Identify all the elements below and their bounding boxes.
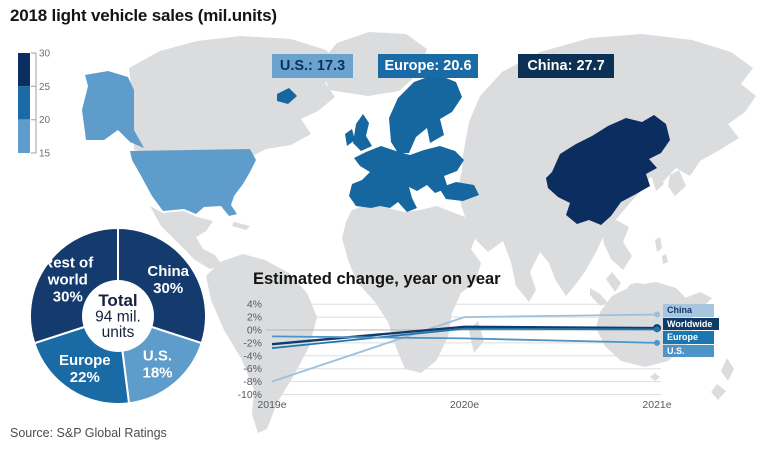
y-tick-label: -2% <box>243 337 262 349</box>
x-tick-label: 2020e <box>450 399 479 411</box>
pie-slice-label: U.S. 18% <box>142 347 172 381</box>
scale-bracket <box>31 52 37 154</box>
map-region-caribbean <box>232 222 250 230</box>
scale-segment <box>18 53 30 87</box>
series-line-u-s <box>271 335 658 344</box>
page-title: 2018 light vehicle sales (mil.units) <box>10 6 277 25</box>
map-region-ireland <box>345 129 355 146</box>
pie-slice-label: Rest of world 30% <box>42 255 94 306</box>
y-tick-label: 2% <box>247 312 262 324</box>
map-region-united-states <box>130 149 256 216</box>
legend-chip-worldwide: Worldwide <box>663 317 719 330</box>
map-region-scandinavia <box>389 74 462 153</box>
map-region-nz-north <box>721 358 734 381</box>
source-note: Source: S&P Global Ratings <box>10 426 167 440</box>
map-region-japan-south <box>668 170 686 196</box>
series-line-europe <box>271 327 658 349</box>
pie-chart: China 30% U.S. 18% Europe 22% Rest of world 30% T… <box>29 226 207 405</box>
line-chart-title: Estimated change, year on year <box>253 270 501 288</box>
scale-tick-label: 15 <box>39 149 51 160</box>
series-line-china <box>271 313 658 383</box>
legend-chip-china: China <box>663 304 714 317</box>
y-tick-label: 4% <box>247 299 262 311</box>
scale-segment <box>18 86 30 120</box>
map-region-china <box>546 115 670 225</box>
map-region-alaska <box>82 71 144 148</box>
pie-center-label: Total 94 mil. units <box>95 291 141 341</box>
y-tick-label: -6% <box>243 363 262 375</box>
map-region-nz-south <box>711 384 726 400</box>
x-tick-label: 2019e <box>257 399 286 411</box>
map-badge-europe: Europe: 20.6 <box>378 54 478 78</box>
map-region-mexico <box>150 206 222 269</box>
x-tick-label: 2021e <box>642 399 671 411</box>
series-line-worldwide <box>271 325 658 346</box>
map-region-korea <box>652 172 664 191</box>
scale-tick-label: 25 <box>39 82 51 93</box>
pie-center-hole <box>82 280 154 352</box>
map-region-malay <box>606 272 621 292</box>
scale-tick-label: 20 <box>39 115 51 126</box>
map-region-sumatra <box>590 288 608 306</box>
map-region-south-america <box>206 254 317 433</box>
scale-segment <box>18 119 30 153</box>
series-endpoint-u-s <box>654 339 660 346</box>
pie-slice-label: China 30% <box>147 263 189 297</box>
scale-tick-label: 30 <box>39 49 51 60</box>
y-tick-label: -4% <box>243 350 262 362</box>
y-tick-label: 0% <box>247 325 262 337</box>
legend-chip-europe: Europe <box>663 331 714 344</box>
legend-chip-u-s: U.S. <box>663 344 714 357</box>
map-region-new-guinea <box>685 292 712 306</box>
pie-slice-label: Europe 22% <box>59 352 111 386</box>
map-region-philippines-south <box>662 254 668 264</box>
map-region-iceland <box>277 88 297 104</box>
map-region-tasmania <box>650 373 660 381</box>
map-region-japan-north <box>676 142 692 168</box>
map-region-uk <box>353 114 372 151</box>
map-region-europe-mainland <box>349 146 464 212</box>
map-region-philippines <box>655 237 662 252</box>
series-endpoint-china <box>654 311 660 318</box>
series-endpoint-europe <box>654 326 660 333</box>
map-region-indochina <box>601 220 632 270</box>
map-badge-us: U.S.: 17.3 <box>272 54 353 78</box>
map-color-scale: 30 25 20 15 <box>18 49 51 160</box>
map-region-turkey <box>439 182 479 201</box>
map-region-greenland <box>320 32 427 96</box>
line-chart: 4%2%0%-2%-4%-6%-8%-10%2019e 2020e 2021e <box>237 299 671 411</box>
y-tick-label: -10% <box>237 389 262 401</box>
map-badge-china: China: 27.7 <box>518 54 614 78</box>
y-tick-label: -8% <box>243 376 262 388</box>
